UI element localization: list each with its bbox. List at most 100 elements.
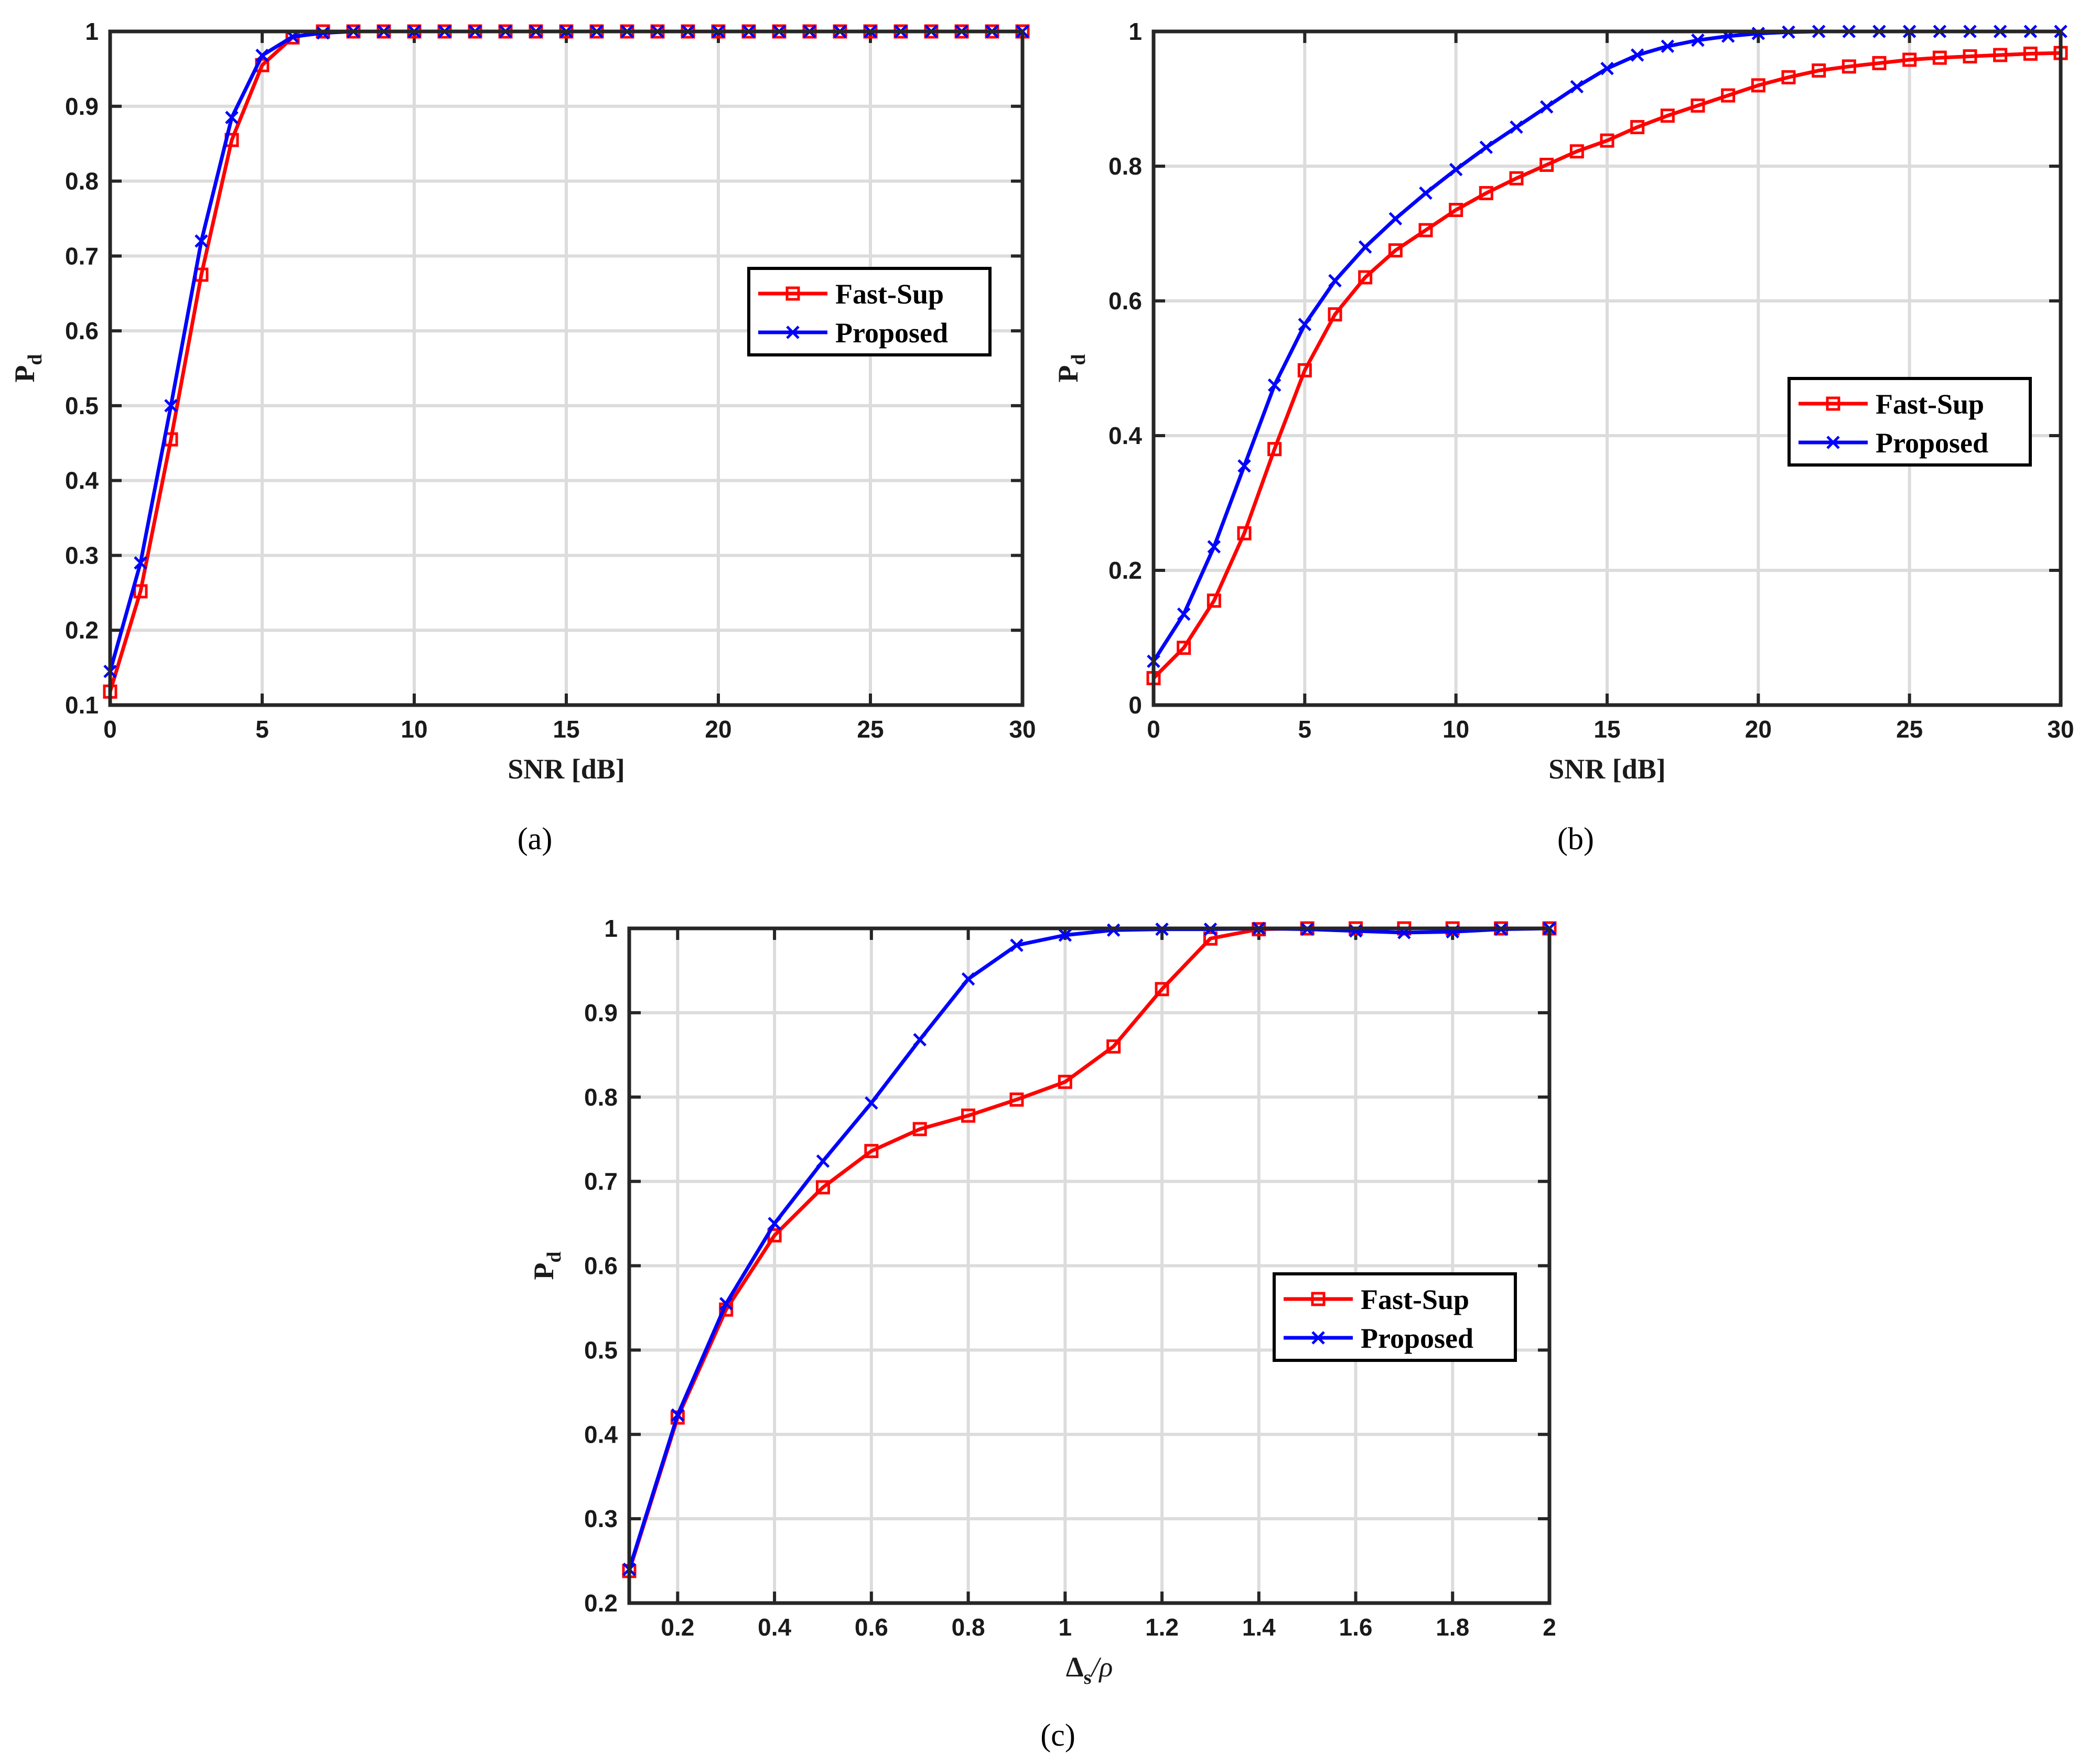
data-point	[1963, 49, 1977, 64]
data-point	[1539, 100, 1554, 114]
y-tick-label: 0.3	[584, 1505, 618, 1532]
data-point	[1600, 133, 1614, 148]
data-point	[1932, 50, 1947, 65]
data-point	[1155, 982, 1169, 997]
x-tick-label: 25	[857, 716, 884, 743]
legend-marker	[1826, 436, 1840, 449]
data-point	[1177, 641, 1191, 655]
data-point	[1237, 526, 1252, 540]
data-point	[1630, 48, 1644, 62]
data-point	[816, 1154, 830, 1168]
x-tick-label: 5	[1298, 716, 1312, 743]
y-tick-label: 0.4	[65, 467, 99, 494]
x-tick-label: 0	[103, 716, 117, 743]
data-point	[768, 1217, 781, 1230]
axes-box	[627, 926, 1552, 1605]
legend: Fast-Sup Proposed	[1788, 377, 2032, 467]
y-tick-label: 1	[1128, 18, 1142, 45]
data-point	[719, 1297, 733, 1311]
y-tick-label: 0.8	[584, 1084, 618, 1111]
data-point	[1207, 540, 1221, 554]
y-tick-label: 0.2	[1108, 557, 1142, 584]
y-tick-label: 0.3	[65, 542, 99, 569]
axes-box	[108, 29, 1025, 707]
data-point	[1479, 186, 1493, 200]
data-point	[1539, 157, 1554, 172]
y-axis-label: Pd	[9, 354, 46, 382]
legend: Fast-Sup Proposed	[747, 267, 992, 356]
data-point	[1010, 938, 1024, 952]
x-tick-label: 10	[1442, 716, 1469, 743]
y-axis-label-base: P	[1052, 365, 1084, 383]
data-point	[1328, 274, 1342, 288]
data-point	[1993, 48, 2008, 62]
y-tick-label: 0.9	[65, 93, 99, 120]
legend: Fast-Sup Proposed	[1273, 1272, 1517, 1362]
legend-box	[747, 267, 992, 356]
x-axis-label-sub: s	[1084, 1666, 1092, 1689]
y-tick-label: 1	[85, 18, 99, 45]
data-point	[1509, 171, 1524, 186]
data-point	[1510, 120, 1523, 134]
data-point	[913, 1033, 927, 1047]
x-axis-label: Δs/ρ	[1066, 1651, 1113, 1689]
x-axis-label-base: Δ	[1066, 1651, 1084, 1683]
x-tick-label: 1.6	[1339, 1614, 1373, 1641]
data-point	[1781, 70, 1796, 84]
y-tick-label: 0.1	[65, 691, 99, 719]
chart-panel-b: 0 5 10 15 20 25 30 0 0.2 0.4 0.6 0.8 1 SNR [dB] Pd Fast…	[1052, 18, 2074, 856]
y-tick-label: 0.8	[1108, 153, 1142, 180]
legend-label: Proposed	[835, 317, 948, 349]
data-point	[1751, 78, 1765, 93]
legend-box	[1788, 377, 2032, 467]
y-tick-label: 0.9	[584, 999, 618, 1026]
x-tick-label: 30	[1009, 716, 1036, 743]
data-point	[1328, 307, 1342, 322]
data-point	[164, 399, 178, 413]
data-point	[815, 1180, 830, 1195]
x-tick-label: 30	[2047, 716, 2074, 743]
y-tick-label: 0.8	[65, 168, 99, 195]
data-point	[1902, 52, 1917, 67]
panel-caption: (a)	[518, 821, 553, 856]
x-tick-label: 2	[1543, 1614, 1556, 1641]
x-tick-label: 1.2	[1145, 1614, 1179, 1641]
legend-label: Proposed	[1361, 1323, 1473, 1354]
data-point	[1177, 607, 1191, 621]
legend-label: Fast-Sup	[1361, 1284, 1469, 1315]
x-tick-label: 10	[401, 716, 427, 743]
data-point	[1449, 163, 1463, 177]
data-point	[1358, 270, 1373, 285]
y-tick-label: 0.6	[1108, 287, 1142, 315]
y-tick-label: 0.6	[584, 1252, 618, 1280]
y-tick-label: 0.7	[584, 1168, 618, 1195]
data-point	[912, 1122, 927, 1137]
y-tick-label: 0.5	[584, 1336, 618, 1363]
x-tick-label: 1.4	[1242, 1614, 1276, 1641]
data-point	[865, 1096, 878, 1110]
y-tick-label: 0.2	[65, 616, 99, 644]
data-point	[1691, 33, 1705, 47]
chart-panel-c: 0.2 0.4 0.6 0.8 1 1.2 1.4 1.6 1.8 2 0.2 0.3 0.4 0.5 0.…	[528, 915, 1557, 1752]
data-point	[1058, 928, 1072, 942]
x-tick-label: 20	[1745, 716, 1772, 743]
legend-marker	[786, 326, 800, 339]
data-point	[1106, 1039, 1121, 1054]
data-point	[1569, 144, 1584, 159]
data-point	[961, 1108, 976, 1123]
y-tick-label: 0.6	[65, 317, 99, 344]
y-axis-label-sub: d	[543, 1251, 565, 1262]
x-tick-label: 0.6	[855, 1614, 888, 1641]
series-line	[627, 926, 1550, 1570]
y-tick-label: 0.2	[584, 1589, 618, 1617]
y-tick-label: 0	[1128, 691, 1142, 719]
data-point	[1267, 378, 1282, 392]
x-tick-label: 20	[705, 716, 731, 743]
data-point	[1630, 120, 1645, 134]
y-axis-label-sub: d	[24, 354, 46, 365]
y-tick-label: 0.4	[1108, 422, 1142, 449]
data-point	[1237, 459, 1251, 473]
legend-box	[1273, 1272, 1517, 1362]
y-axis-label-base: P	[528, 1263, 559, 1280]
data-point	[1419, 186, 1433, 200]
